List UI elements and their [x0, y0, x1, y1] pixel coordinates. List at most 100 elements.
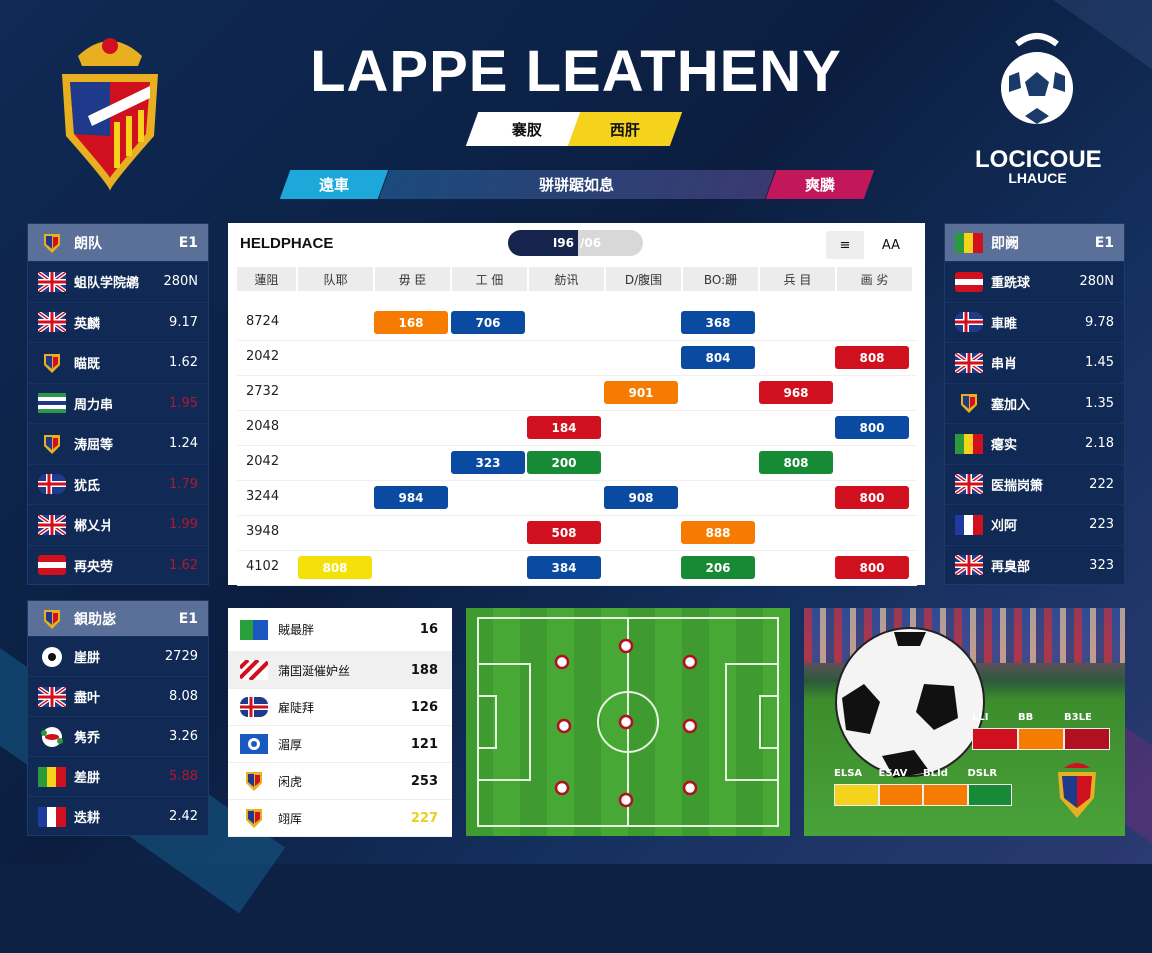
- crest-flag-icon: [38, 353, 66, 373]
- row-divider: [237, 585, 917, 586]
- panel-header-value: E1: [178, 234, 198, 251]
- odds-row[interactable]: 崖肼 2729: [28, 636, 208, 676]
- match-chip[interactable]: 800: [835, 556, 909, 579]
- match-chip[interactable]: 168: [374, 311, 448, 334]
- column-header[interactable]: BO:跚: [683, 267, 758, 291]
- team-name: 瘪实: [991, 438, 1018, 454]
- page-title: LAPPE LEATHENY: [310, 39, 842, 104]
- stat-bar-label: BLId: [923, 768, 948, 779]
- row-divider: [237, 515, 917, 516]
- odds-row[interactable]: 塞加入 1.35: [945, 382, 1124, 424]
- football-pitch: [466, 608, 790, 836]
- ranking-row[interactable]: 雇陡拜 126: [228, 689, 452, 726]
- match-chip[interactable]: 804: [681, 346, 755, 369]
- player-marker[interactable]: [682, 654, 698, 670]
- odds-row[interactable]: 迭耕 2.42: [28, 796, 208, 836]
- team-name: 刈阿: [991, 519, 1018, 535]
- odds-value: 1.62: [169, 355, 198, 371]
- match-chip[interactable]: 968: [759, 381, 833, 404]
- match-chip[interactable]: 984: [374, 486, 448, 509]
- row-label: 2042: [246, 349, 280, 364]
- nav-left-button[interactable]: 遠車: [279, 170, 389, 199]
- match-chip[interactable]: 508: [527, 521, 601, 544]
- match-chip[interactable]: 901: [604, 381, 678, 404]
- panel-header[interactable]: 朗队 E1: [28, 224, 208, 261]
- match-chip[interactable]: 384: [527, 556, 601, 579]
- odds-row[interactable]: 再央劳 1.62: [28, 544, 208, 586]
- column-header[interactable]: 兵 目: [760, 267, 835, 291]
- ranking-row[interactable]: 翊厍 227: [228, 800, 452, 837]
- match-chip[interactable]: 808: [835, 346, 909, 369]
- match-chip[interactable]: 706: [451, 311, 525, 334]
- column-header[interactable]: D/腹围: [606, 267, 681, 291]
- odds-row[interactable]: 瞄既 1.62: [28, 342, 208, 383]
- match-chip[interactable]: 808: [298, 556, 372, 579]
- row-divider: [237, 480, 917, 481]
- match-chip[interactable]: 206: [681, 556, 755, 579]
- view-toggle[interactable]: I96/06: [508, 230, 643, 256]
- match-chip[interactable]: 368: [681, 311, 755, 334]
- nav-center-banner[interactable]: 骈骈踞如息: [378, 170, 776, 199]
- ranking-row[interactable]: 蒲囯涎催妒丝 188: [228, 652, 452, 689]
- team-name: 崖肼: [74, 651, 101, 666]
- cross-flag-icon: [240, 697, 268, 717]
- match-chip[interactable]: 908: [604, 486, 678, 509]
- odds-row[interactable]: 英麟 9.17: [28, 301, 208, 343]
- panel-header[interactable]: 鋇助毖 E1: [28, 601, 208, 636]
- match-chip[interactable]: 800: [835, 486, 909, 509]
- row-label: 4102: [246, 559, 280, 574]
- odds-row[interactable]: 医揣岗箫 222: [945, 463, 1124, 505]
- ranking-row[interactable]: 闲虎 253: [228, 763, 452, 800]
- odds-row[interactable]: 再臭部 323: [945, 544, 1124, 586]
- player-marker[interactable]: [682, 780, 698, 796]
- column-header[interactable]: 队耶: [298, 267, 373, 291]
- france-flag-icon: [955, 514, 983, 535]
- player-marker[interactable]: [618, 638, 634, 654]
- match-chip[interactable]: 200: [527, 451, 601, 474]
- player-marker[interactable]: [554, 780, 570, 796]
- player-marker[interactable]: [554, 654, 570, 670]
- odds-row[interactable]: 瘪实 2.18: [945, 423, 1124, 464]
- team-name: 車睢: [991, 316, 1018, 332]
- odds-row[interactable]: 差肼 5.88: [28, 756, 208, 796]
- match-chip[interactable]: 323: [451, 451, 525, 474]
- player-marker[interactable]: [556, 718, 572, 734]
- ranking-row[interactable]: 賊最胖 16: [228, 608, 452, 652]
- nav-right-button[interactable]: 爽膦: [765, 170, 875, 199]
- menu-button[interactable]: ≡: [826, 231, 864, 259]
- odds-row[interactable]: 車睢 9.78: [945, 301, 1124, 343]
- row-divider: [237, 550, 917, 551]
- ranking-row[interactable]: 湄厚 121: [228, 726, 452, 763]
- match-chip[interactable]: 888: [681, 521, 755, 544]
- odds-row[interactable]: 串肖 1.45: [945, 342, 1124, 383]
- odds-row[interactable]: 郴乂爿 1.99: [28, 504, 208, 545]
- team-name: 闲虎: [278, 774, 303, 789]
- odds-row[interactable]: 刈阿 223: [945, 504, 1124, 545]
- player-marker[interactable]: [618, 792, 634, 808]
- column-header[interactable]: 画 劣: [837, 267, 912, 291]
- odds-row[interactable]: 蛆队学院鹕 280N: [28, 261, 208, 302]
- column-header[interactable]: 舫讯: [529, 267, 604, 291]
- odds-row[interactable]: 盡叶 8.08: [28, 676, 208, 716]
- odds-row[interactable]: 犹氐 1.79: [28, 463, 208, 505]
- font-size-button[interactable]: AA: [872, 231, 910, 259]
- column-header[interactable]: 工 佃: [452, 267, 527, 291]
- match-chip[interactable]: 800: [835, 416, 909, 439]
- odds-row[interactable]: 重跣球 280N: [945, 261, 1124, 302]
- cross-flag-icon: [38, 474, 66, 495]
- player-marker[interactable]: [618, 714, 634, 730]
- column-header[interactable]: 毋 臣: [375, 267, 450, 291]
- odds-row[interactable]: 周力串 1.95: [28, 382, 208, 424]
- tab-second[interactable]: 西肝: [567, 112, 683, 146]
- odds-row[interactable]: 隽乔 3.26: [28, 716, 208, 756]
- row-divider: [237, 340, 917, 341]
- team-name: 隽乔: [74, 731, 101, 746]
- odds-row[interactable]: 涛屈等 1.24: [28, 423, 208, 464]
- match-chip[interactable]: 184: [527, 416, 601, 439]
- match-chip[interactable]: 808: [759, 451, 833, 474]
- panel-header[interactable]: 即阙 E1: [945, 224, 1124, 261]
- stat-bar-segment: [972, 728, 1018, 750]
- column-header[interactable]: 蓮阻: [237, 267, 296, 291]
- uk-round-flag-icon: [36, 310, 68, 334]
- player-marker[interactable]: [682, 718, 698, 734]
